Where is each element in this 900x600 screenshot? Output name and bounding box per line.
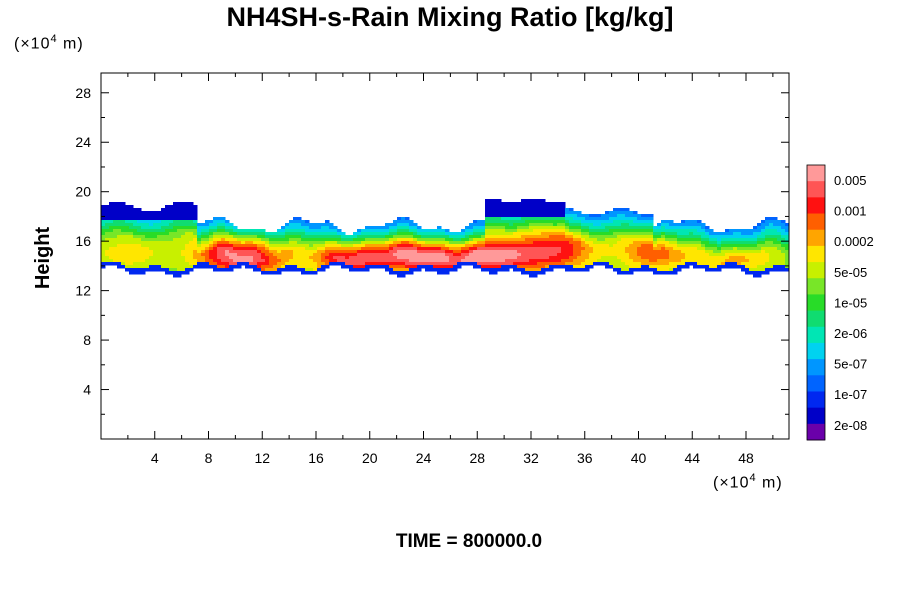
- plot-frame: [100, 72, 790, 440]
- x-axis-unit: (×104 m): [713, 472, 783, 492]
- chart-title: NH4SH-s-Rain Mixing Ratio [kg/kg]: [226, 2, 674, 32]
- x-tick-label: 36: [577, 450, 593, 466]
- colorbar-swatch: [807, 359, 825, 376]
- y-tick-label: 24: [75, 134, 91, 150]
- colorbar-label: 0.0002: [834, 234, 874, 249]
- y-axis-label: Height: [32, 227, 54, 290]
- colorbar-swatch: [807, 375, 825, 392]
- time-annotation: TIME = 800000.0: [395, 531, 543, 552]
- x-tick-label: 28: [469, 450, 485, 466]
- y-tick-label: 8: [83, 332, 91, 348]
- colorbar-frame: [806, 164, 826, 441]
- colorbar-swatch: [807, 278, 825, 295]
- colorbar-label: 2e-06: [834, 326, 867, 341]
- x-tick-label: 8: [205, 450, 213, 466]
- y-tick-label: 20: [75, 184, 91, 200]
- colorbar-swatch: [807, 326, 825, 344]
- y-tick-label: 16: [75, 233, 91, 249]
- x-tick-label: 24: [416, 450, 432, 466]
- x-tick-label: 48: [738, 450, 754, 466]
- colorbar-swatch: [807, 310, 825, 328]
- colorbar-swatch: [807, 423, 825, 441]
- x-tick-label: 4: [151, 450, 159, 466]
- y-axis: 4 8 12 16 20 24 28: [75, 85, 789, 415]
- colorbar-swatch: [807, 407, 825, 425]
- x-tick-label: 20: [362, 450, 378, 466]
- colorbar-label: 1e-05: [834, 295, 867, 310]
- colorbar-label: 0.001: [834, 204, 867, 219]
- colorbar-label: 0.005: [834, 173, 867, 188]
- colorbar-swatch: [807, 229, 825, 247]
- colorbar-swatch: [807, 391, 825, 409]
- y-tick-label: 4: [83, 382, 91, 398]
- colorbar-label: 5e-07: [834, 357, 867, 372]
- colorbar-swatch: [807, 342, 825, 360]
- colorbar-swatch: [807, 213, 825, 231]
- colorbar-label: 2e-08: [834, 418, 867, 433]
- colorbar-swatch: [807, 245, 825, 263]
- y-tick-label: 12: [75, 283, 91, 299]
- colorbar-swatch: [807, 294, 825, 311]
- colorbar: 0.005 0.001 0.0002 5e-05 1e-05 2e-06 5e-07 1e-0…: [806, 164, 874, 441]
- y-axis-unit: (×104 m): [14, 33, 84, 53]
- colorbar-label: 1e-07: [834, 387, 867, 402]
- y-tick-label: 28: [75, 85, 91, 101]
- x-tick-label: 44: [684, 450, 700, 466]
- colorbar-swatch: [807, 181, 825, 198]
- x-tick-label: 40: [631, 450, 647, 466]
- colorbar-swatch: [807, 197, 825, 214]
- colorbar-swatch: [807, 262, 825, 279]
- colorbar-label: 5e-05: [834, 265, 867, 280]
- x-tick-label: 12: [254, 450, 270, 466]
- x-axis: 4 8 12 16 20 24 28 32 36 40 44 48: [127, 73, 774, 466]
- heatmap-field: [101, 199, 790, 278]
- x-tick-label: 32: [523, 450, 539, 466]
- colorbar-swatch: [807, 165, 825, 182]
- x-tick-label: 16: [308, 450, 324, 466]
